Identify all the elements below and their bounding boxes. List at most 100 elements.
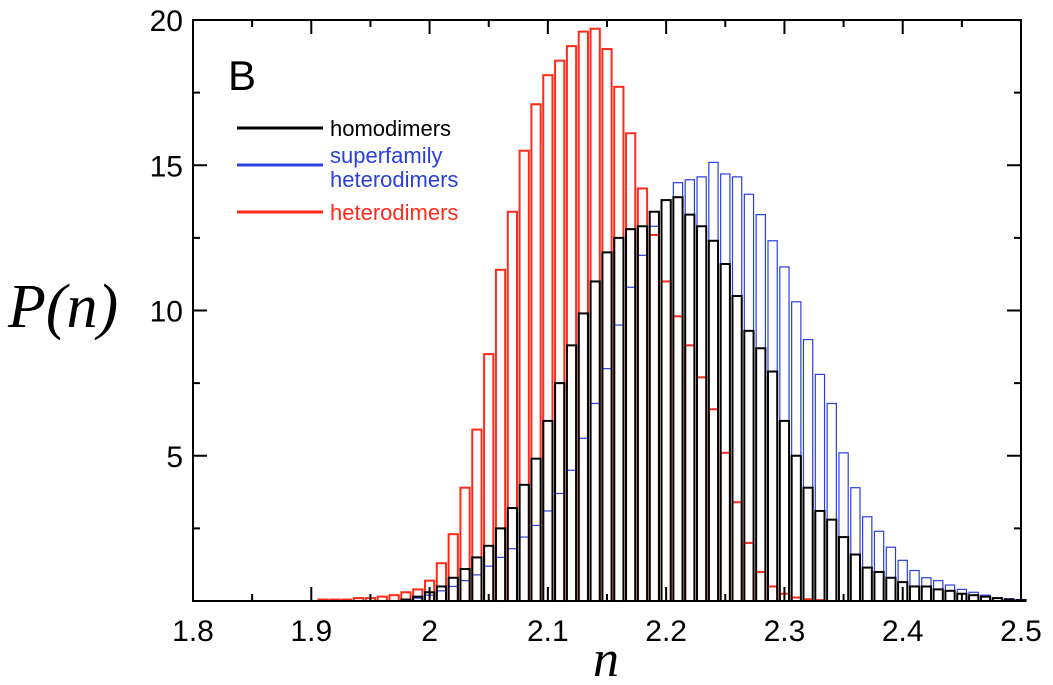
- bar: [530, 103, 542, 603]
- bar: [435, 585, 448, 602]
- bar: [494, 527, 507, 603]
- bar: [766, 585, 779, 602]
- bar: [660, 199, 672, 602]
- bar: [578, 437, 589, 602]
- bar: [506, 507, 518, 603]
- bar: [483, 353, 495, 602]
- bar: [766, 370, 779, 602]
- bar: [696, 376, 708, 602]
- bar: [849, 553, 862, 603]
- bar: [636, 225, 649, 602]
- bar: [636, 187, 649, 603]
- bar: [565, 45, 578, 602]
- bar: [495, 556, 506, 602]
- x-tick-label: 2.1: [527, 615, 569, 648]
- bar: [743, 329, 755, 602]
- bar: [814, 509, 826, 602]
- bar: [802, 338, 814, 602]
- bar: [518, 536, 530, 602]
- bar: [412, 588, 424, 603]
- bar: [837, 536, 850, 603]
- bar: [755, 570, 767, 603]
- bar: [589, 402, 601, 602]
- bar: [613, 85, 625, 602]
- bar: [790, 454, 802, 602]
- bar: [719, 451, 731, 602]
- legend-label-heterodimers: heterodimers: [330, 200, 458, 225]
- x-tick-label: 2.2: [645, 615, 687, 648]
- legend-label-superfamily-heterodimers: superfamily heterodimers: [330, 143, 458, 192]
- bar: [435, 562, 448, 602]
- bar: [577, 312, 589, 602]
- bar: [755, 214, 766, 602]
- bar: [613, 236, 625, 603]
- bar: [743, 193, 755, 602]
- bar: [743, 541, 755, 603]
- bar: [731, 294, 743, 602]
- bar: [672, 315, 684, 602]
- bar: [944, 584, 956, 602]
- bar: [944, 589, 956, 603]
- y-axis-title: P(n): [7, 273, 118, 341]
- bar: [708, 161, 719, 602]
- bar: [436, 590, 447, 602]
- bar: [483, 544, 495, 602]
- bar: [530, 457, 542, 602]
- bar: [601, 48, 613, 603]
- bar: [459, 568, 471, 602]
- legend-label-homodimers: homodimers: [330, 116, 451, 141]
- bar: [601, 251, 613, 602]
- bar: [648, 233, 660, 602]
- bar: [791, 301, 802, 602]
- ticks-layer: 1.8 1.9 2 2.1 2.2 2.3 2.4 2.5 5 10 15 20: [150, 5, 1042, 648]
- bar: [625, 132, 637, 602]
- legend-label-superfamily-line2: heterodimers: [330, 167, 458, 192]
- bar: [506, 210, 518, 602]
- bar: [968, 591, 979, 602]
- bar: [554, 382, 566, 603]
- bar: [589, 27, 601, 603]
- bar: [518, 483, 530, 602]
- bar: [932, 580, 944, 602]
- y-tick-label: 5: [166, 441, 183, 474]
- bar: [660, 280, 672, 602]
- bar: [921, 577, 932, 602]
- bar: [707, 408, 720, 602]
- bar: [554, 492, 565, 602]
- bar: [755, 347, 767, 602]
- bar: [447, 576, 459, 603]
- legend-label-superfamily-line1: superfamily: [330, 143, 442, 168]
- bar: [649, 225, 660, 602]
- bar: [684, 344, 696, 602]
- bar: [507, 548, 518, 602]
- bar: [731, 176, 743, 602]
- bar: [589, 280, 601, 602]
- bar: [861, 566, 873, 603]
- bar: [719, 263, 731, 602]
- bar: [850, 487, 861, 602]
- legend: homodimers superfamily heterodimers hete…: [237, 116, 458, 225]
- panel-label: B: [228, 52, 256, 99]
- bar: [494, 268, 507, 602]
- bar: [648, 210, 660, 602]
- bar: [471, 574, 483, 602]
- bar: [459, 580, 471, 602]
- bar: [448, 585, 459, 602]
- bar: [731, 501, 743, 603]
- x-tick-label: 2: [421, 615, 438, 648]
- bar: [518, 149, 530, 602]
- bar: [767, 240, 778, 602]
- bar: [885, 546, 897, 602]
- bar: [684, 213, 696, 602]
- bar: [696, 176, 707, 602]
- bar: [873, 570, 885, 603]
- bar: [542, 74, 554, 602]
- bar: [862, 516, 873, 602]
- bar: [565, 344, 578, 602]
- bar: [530, 524, 542, 602]
- bar: [802, 486, 814, 603]
- bar: [814, 373, 826, 602]
- bar: [459, 486, 471, 603]
- y-tick-label: 15: [150, 150, 183, 183]
- series-homodimers: [400, 196, 1027, 603]
